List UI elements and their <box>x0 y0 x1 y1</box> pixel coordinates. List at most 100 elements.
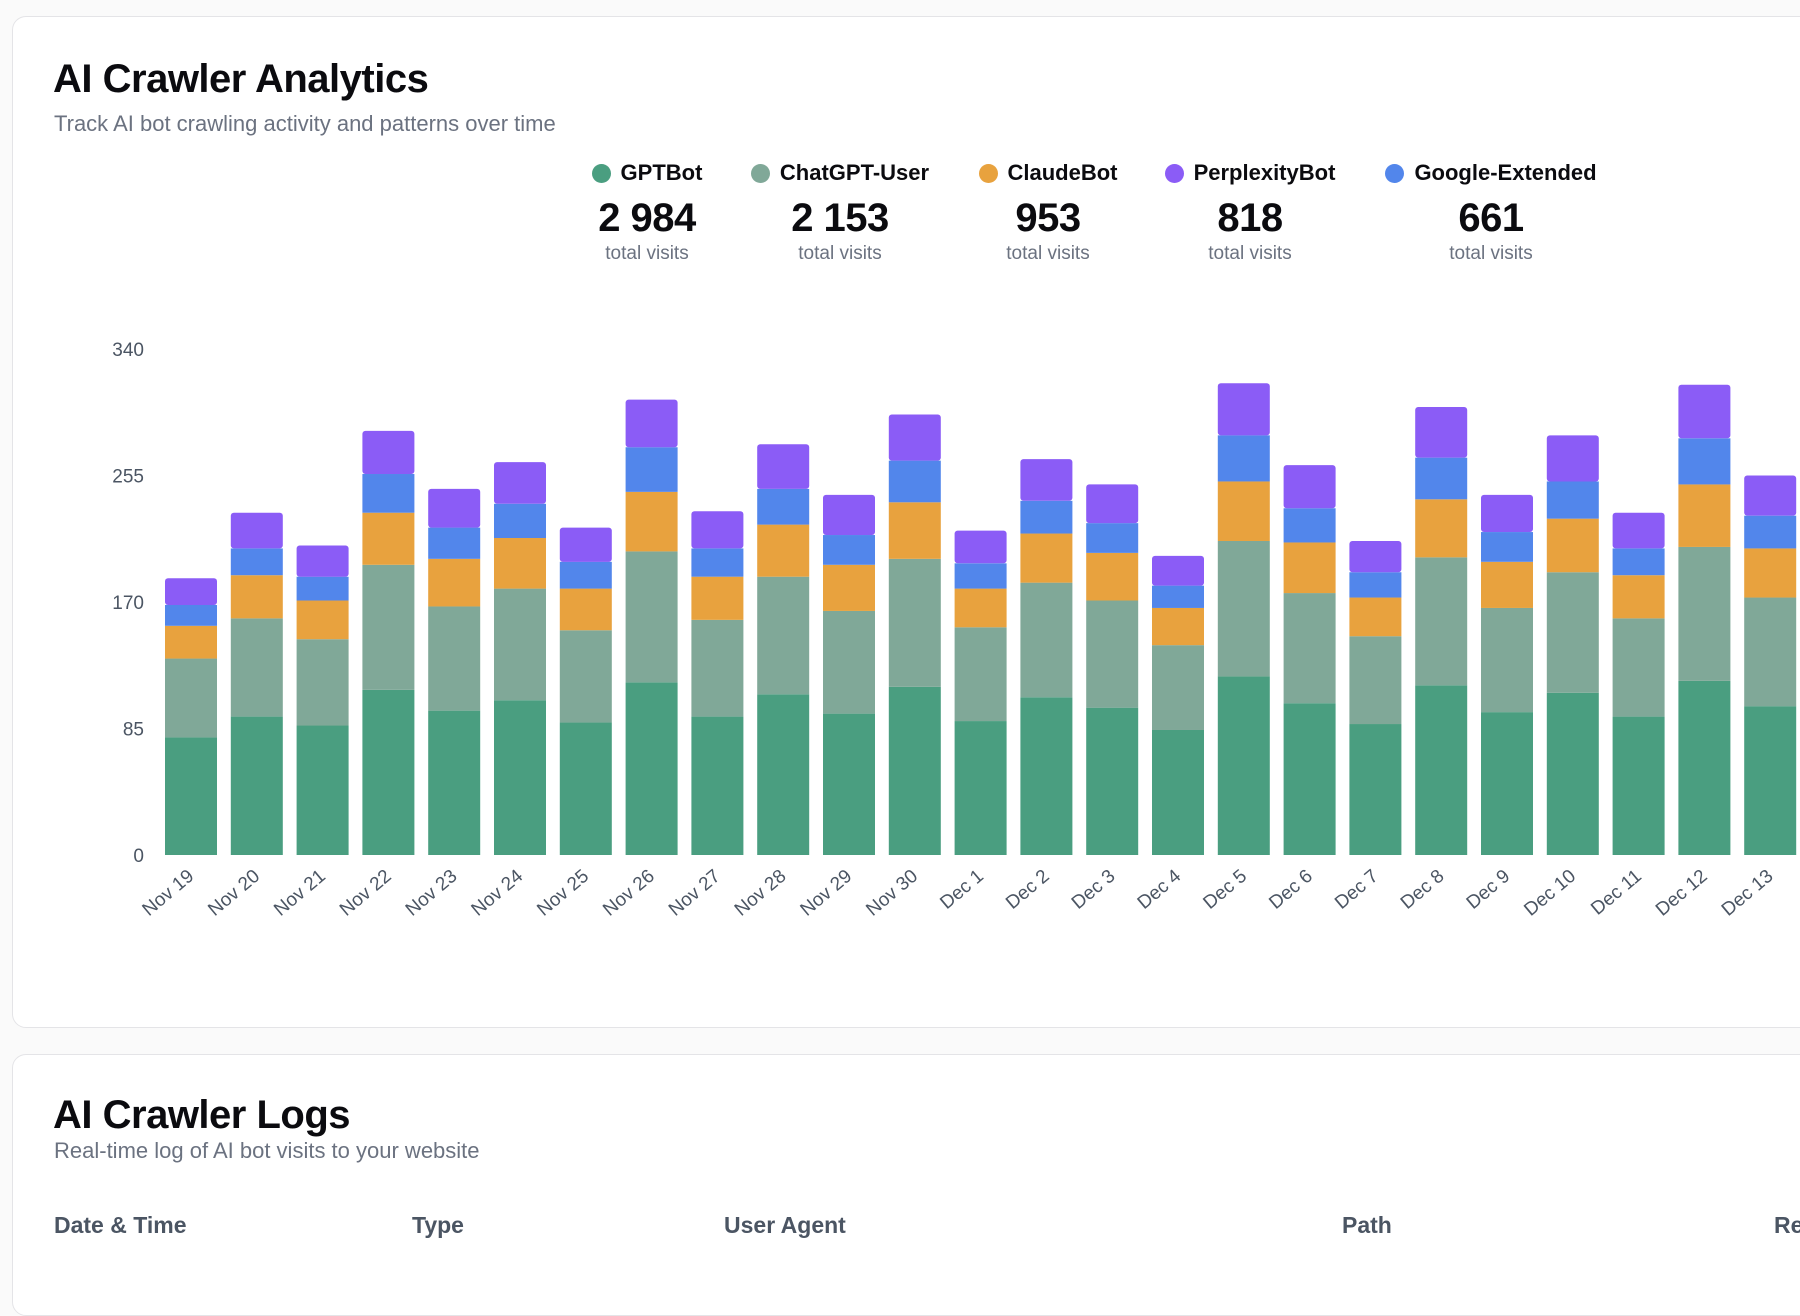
legend-google-extended[interactable]: Google-Extended 661 total visits <box>1371 160 1611 265</box>
bar-segment-claudebot[interactable] <box>757 524 810 577</box>
bar-segment-google-extended[interactable] <box>1744 515 1797 549</box>
bar-segment-perplexitybot[interactable] <box>428 488 481 528</box>
bar-segment-perplexitybot[interactable] <box>362 430 415 475</box>
bar-segment-perplexitybot[interactable] <box>1152 555 1204 586</box>
bar-segment-chatgpt-user[interactable] <box>494 588 546 701</box>
bar-segment-google-extended[interactable] <box>1415 457 1468 500</box>
bar-segment-gptbot[interactable] <box>559 722 612 855</box>
bar-segment-gptbot[interactable] <box>954 721 1007 855</box>
bar-segment-gptbot[interactable] <box>1546 692 1599 855</box>
bar-segment-chatgpt-user[interactable] <box>823 610 875 714</box>
bar-segment-claudebot[interactable] <box>494 538 546 589</box>
legend-gptbot[interactable]: GPTBot 2 984 total visits <box>527 160 767 265</box>
bar-segment-claudebot[interactable] <box>1283 542 1336 594</box>
bar-segment-chatgpt-user[interactable] <box>1744 597 1797 707</box>
bar-segment-chatgpt-user[interactable] <box>1349 636 1402 725</box>
bar-segment-gptbot[interactable] <box>362 689 415 855</box>
bar-segment-claudebot[interactable] <box>1020 533 1073 583</box>
bar-segment-google-extended[interactable] <box>362 474 415 513</box>
bar-segment-chatgpt-user[interactable] <box>559 630 612 723</box>
bar-segment-gptbot[interactable] <box>1283 703 1336 855</box>
bar-segment-gptbot[interactable] <box>1744 706 1797 855</box>
bar-segment-chatgpt-user[interactable] <box>1481 607 1533 713</box>
bar-segment-google-extended[interactable] <box>1612 548 1665 576</box>
bar-segment-perplexitybot[interactable] <box>165 578 217 605</box>
bar-segment-claudebot[interactable] <box>1546 518 1599 573</box>
bar-segment-chatgpt-user[interactable] <box>1415 557 1468 686</box>
bar-segment-gptbot[interactable] <box>1152 729 1204 855</box>
bar-segment-perplexitybot[interactable] <box>559 527 612 562</box>
legend-claudebot[interactable]: ClaudeBot 953 total visits <box>928 160 1168 265</box>
bar-segment-gptbot[interactable] <box>1217 676 1270 855</box>
bar-segment-perplexitybot[interactable] <box>1349 540 1402 573</box>
bar-segment-claudebot[interactable] <box>691 576 744 620</box>
bar-segment-google-extended[interactable] <box>559 561 612 589</box>
bar-segment-claudebot[interactable] <box>362 512 415 565</box>
bar-segment-gptbot[interactable] <box>1481 712 1533 855</box>
bar-segment-claudebot[interactable] <box>1481 561 1533 608</box>
bar-segment-perplexitybot[interactable] <box>1612 512 1665 549</box>
bar-segment-chatgpt-user[interactable] <box>691 619 744 717</box>
bar-segment-perplexitybot[interactable] <box>1546 435 1599 482</box>
bar-segment-chatgpt-user[interactable] <box>888 558 941 687</box>
bar-segment-claudebot[interactable] <box>165 625 217 659</box>
bar-segment-claudebot[interactable] <box>888 502 941 559</box>
bar-segment-perplexitybot[interactable] <box>1217 383 1270 436</box>
bar-segment-claudebot[interactable] <box>954 588 1007 628</box>
bar-segment-chatgpt-user[interactable] <box>625 551 678 683</box>
bar-segment-perplexitybot[interactable] <box>1283 465 1336 509</box>
bar-segment-perplexitybot[interactable] <box>888 414 941 461</box>
bar-segment-perplexitybot[interactable] <box>1086 484 1139 524</box>
bar-segment-google-extended[interactable] <box>428 527 481 559</box>
bar-segment-google-extended[interactable] <box>1349 572 1402 598</box>
bar-segment-chatgpt-user[interactable] <box>1612 618 1665 717</box>
bar-segment-claudebot[interactable] <box>428 558 481 607</box>
bar-segment-gptbot[interactable] <box>230 716 283 855</box>
bar-segment-gptbot[interactable] <box>296 725 349 855</box>
bar-segment-perplexitybot[interactable] <box>296 545 349 577</box>
column-header-type[interactable]: Type <box>412 1212 464 1238</box>
bar-segment-google-extended[interactable] <box>1020 500 1073 534</box>
bar-segment-chatgpt-user[interactable] <box>1086 600 1139 708</box>
bar-segment-gptbot[interactable] <box>494 700 546 855</box>
bar-segment-chatgpt-user[interactable] <box>1217 540 1270 677</box>
bar-segment-google-extended[interactable] <box>1152 585 1204 608</box>
bar-segment-perplexitybot[interactable] <box>757 444 810 489</box>
legend-perplexitybot[interactable]: PerplexityBot 818 total visits <box>1130 160 1370 265</box>
bar-segment-chatgpt-user[interactable] <box>1283 593 1336 704</box>
bar-segment-google-extended[interactable] <box>691 548 744 577</box>
bar-segment-google-extended[interactable] <box>296 576 349 601</box>
bar-segment-claudebot[interactable] <box>1678 484 1731 547</box>
bar-segment-perplexitybot[interactable] <box>1481 494 1533 533</box>
bar-segment-google-extended[interactable] <box>757 488 810 525</box>
bar-segment-gptbot[interactable] <box>757 694 810 855</box>
bar-segment-chatgpt-user[interactable] <box>230 618 283 717</box>
bar-segment-google-extended[interactable] <box>1678 438 1731 485</box>
bar-segment-chatgpt-user[interactable] <box>1020 582 1073 698</box>
bar-segment-google-extended[interactable] <box>165 604 217 626</box>
bar-segment-claudebot[interactable] <box>823 564 875 611</box>
bar-segment-perplexitybot[interactable] <box>1415 407 1468 458</box>
bar-segment-gptbot[interactable] <box>1612 716 1665 855</box>
bar-segment-chatgpt-user[interactable] <box>165 658 217 738</box>
bar-segment-claudebot[interactable] <box>1152 607 1204 646</box>
bar-segment-gptbot[interactable] <box>165 737 217 855</box>
bar-segment-perplexitybot[interactable] <box>1744 475 1797 516</box>
bar-segment-google-extended[interactable] <box>1217 435 1270 482</box>
bar-segment-claudebot[interactable] <box>230 575 283 619</box>
bar-segment-perplexitybot[interactable] <box>1678 384 1731 439</box>
bar-segment-claudebot[interactable] <box>1349 597 1402 637</box>
bar-segment-perplexitybot[interactable] <box>230 512 283 549</box>
bar-segment-perplexitybot[interactable] <box>625 399 678 448</box>
bar-segment-chatgpt-user[interactable] <box>428 606 481 711</box>
column-header-referrer[interactable]: Re <box>1774 1212 1800 1238</box>
column-header-path[interactable]: Path <box>1342 1212 1392 1238</box>
bar-segment-gptbot[interactable] <box>1020 697 1073 855</box>
bar-segment-chatgpt-user[interactable] <box>362 564 415 690</box>
bar-segment-perplexitybot[interactable] <box>691 511 744 549</box>
bar-segment-chatgpt-user[interactable] <box>1678 546 1731 681</box>
bar-segment-gptbot[interactable] <box>1678 680 1731 855</box>
bar-segment-claudebot[interactable] <box>559 588 612 631</box>
bar-segment-google-extended[interactable] <box>494 503 546 539</box>
bar-segment-claudebot[interactable] <box>1086 552 1139 601</box>
